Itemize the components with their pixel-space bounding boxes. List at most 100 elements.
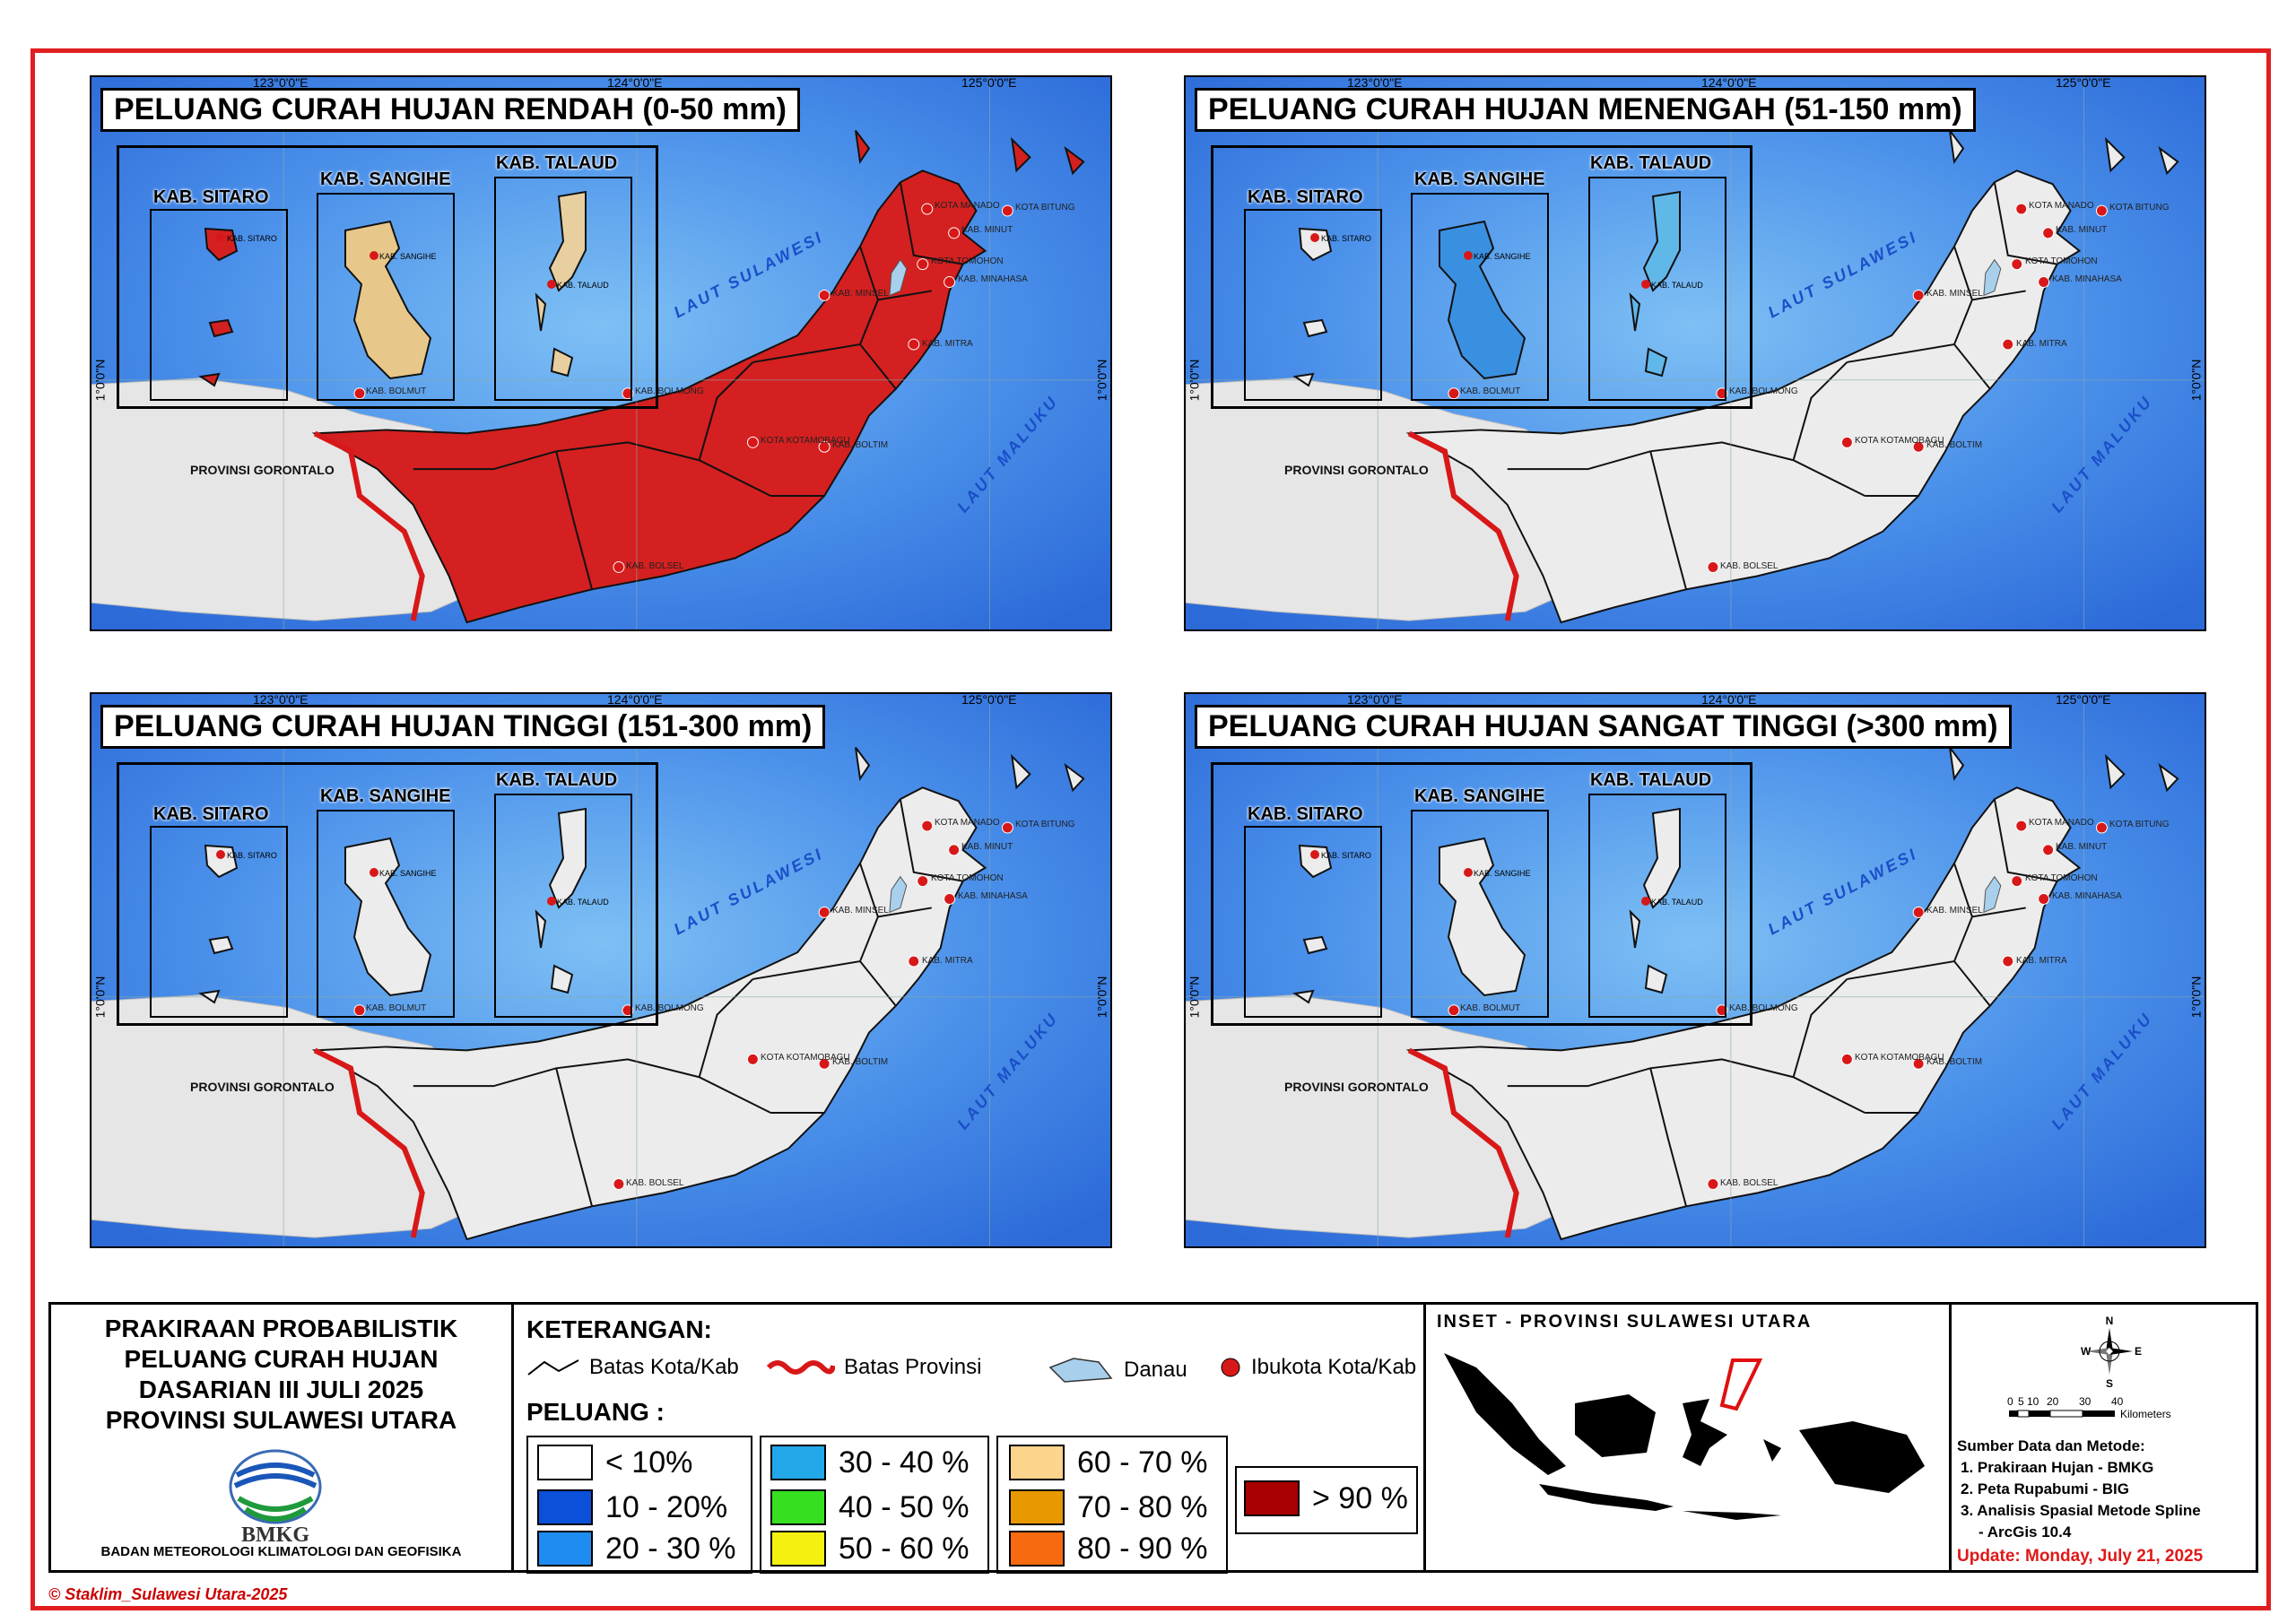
province-border xyxy=(313,430,425,621)
legend-class: 50 - 60 % xyxy=(770,1531,970,1567)
swatch-group xyxy=(996,1436,1228,1574)
source-item: 1. Prakiraan Hujan - BMKG xyxy=(1961,1459,2154,1476)
swatch-color xyxy=(770,1445,826,1480)
svg-text:Kilometers: Kilometers xyxy=(2120,1408,2171,1420)
svg-text:KAB. TALAUD: KAB. TALAUD xyxy=(557,898,609,907)
place-label: KAB. MINUT xyxy=(2056,225,2108,235)
north-sulawesi-land xyxy=(311,169,987,624)
place-label: KOTA BITUNG xyxy=(2109,203,2170,213)
swatch-label: < 10% xyxy=(605,1445,693,1480)
sangihe-title: KAB. SANGIHE xyxy=(320,786,451,806)
legend-item: Ibukota Kota/Kab xyxy=(1219,1355,1416,1380)
talaud-map: KAB. TALAUD xyxy=(1588,177,1726,401)
place-label: KAB. MINSEL xyxy=(1926,906,1983,916)
island xyxy=(855,747,871,782)
island xyxy=(2158,762,2179,793)
place-label: KOTA BITUNG xyxy=(1015,820,1075,829)
province-border xyxy=(1407,430,1519,621)
agency-name: BADAN METEOROLOGI KLIMATOLOGI DAN GEOFIS… xyxy=(100,1544,462,1559)
svg-text:30: 30 xyxy=(2079,1395,2092,1408)
lon-label: 123°0'0"E xyxy=(253,692,309,707)
sitaro-title: KAB. SITARO xyxy=(1248,804,1363,824)
place-label: KAB. BOLSEL xyxy=(626,1178,684,1188)
place-label: KAB. BOLSEL xyxy=(626,561,684,571)
place-label: KAB. BOLMUT xyxy=(366,1003,427,1013)
talaud-title: KAB. TALAUD xyxy=(1590,770,1712,790)
map-panel-3: PELUANG CURAH HUJAN TINGGI (151-300 mm) … xyxy=(90,692,1112,1248)
lon-label: 124°0'0"E xyxy=(607,692,663,707)
sitaro-map: KAB. SITARO xyxy=(150,826,288,1018)
sangihe-title: KAB. SANGIHE xyxy=(1414,169,1545,189)
sangihe-title: KAB. SANGIHE xyxy=(1414,786,1545,806)
place-label: KAB. MINAHASA xyxy=(2052,891,2122,901)
copyright: © Staklim_Sulawesi Utara-2025 xyxy=(48,1585,288,1603)
graticule xyxy=(91,694,1110,1246)
place-label: KAB. BOLSEL xyxy=(1720,561,1779,571)
place-label: KOTA KOTAMOBAGU xyxy=(1855,1053,1944,1063)
inset-map-title: INSET - PROVINSI SULAWESI UTARA xyxy=(1437,1312,1813,1332)
island xyxy=(2158,145,2179,176)
map-canvas xyxy=(1186,694,2205,1246)
panel-title: PELUANG CURAH HUJAN RENDAH (0-50 mm) xyxy=(100,88,800,132)
lon-label: 125°0'0"E xyxy=(961,75,1017,90)
place-label: KAB. MITRA xyxy=(2016,339,2067,349)
lat-label: 1°0'0"N xyxy=(1094,976,1109,1019)
lat-label: 1°0'0"N xyxy=(2188,359,2204,402)
legend-block: KETERANGAN: Batas Kota/Kab Batas Provins… xyxy=(514,1305,1426,1574)
talaud-map: KAB. TALAUD xyxy=(494,177,632,401)
capital-markers xyxy=(353,820,1013,1190)
swatch-color xyxy=(537,1445,593,1480)
graticule xyxy=(91,77,1110,629)
province-label: PROVINSI GORONTALO xyxy=(190,463,335,477)
svg-text:5: 5 xyxy=(2018,1395,2024,1408)
province-label: PROVINSI GORONTALO xyxy=(190,1080,335,1094)
swatch-color xyxy=(537,1531,593,1567)
place-label: KOTA KOTAMOBAGU xyxy=(761,1053,850,1063)
island xyxy=(2104,753,2126,790)
province-label: PROVINSI GORONTALO xyxy=(1284,1080,1429,1094)
lon-label: 124°0'0"E xyxy=(1701,692,1757,707)
info-block: N W E S 0 5 10 20 30 40 Kilometers Sumbe… xyxy=(1952,1305,2261,1570)
lon-label: 124°0'0"E xyxy=(607,75,663,90)
regency-boundaries xyxy=(413,182,963,590)
swatch-label: 10 - 20% xyxy=(605,1489,728,1524)
place-label: KOTA TOMOHON xyxy=(931,256,1004,266)
sangihe-map: KAB. SANGIHE xyxy=(317,810,455,1018)
map-canvas xyxy=(1186,77,2205,629)
place-label: KAB. BOLMUT xyxy=(1460,386,1521,396)
panel-title: PELUANG CURAH HUJAN MENENGAH (51-150 mm) xyxy=(1195,88,1976,132)
source-item: 2. Peta Rupabumi - BIG xyxy=(1961,1480,2129,1497)
legend-class: 70 - 80 % xyxy=(1009,1489,1208,1525)
capital-markers xyxy=(1448,203,2108,573)
talaud-title: KAB. TALAUD xyxy=(1590,153,1712,173)
map-panel-1: PELUANG CURAH HUJAN RENDAH (0-50 mm) 123… xyxy=(90,75,1112,631)
place-label: KAB. MITRA xyxy=(922,956,973,966)
island xyxy=(855,130,871,165)
place-label: KOTA TOMOHON xyxy=(931,873,1004,883)
place-label: KAB. BOLMONG xyxy=(1729,1003,1798,1013)
swatch-color xyxy=(537,1489,593,1525)
sitaro-map: KAB. SITARO xyxy=(150,209,288,401)
sangihe-map: KAB. SANGIHE xyxy=(1411,810,1549,1018)
svg-text:0: 0 xyxy=(2007,1395,2013,1408)
legend-heading: KETERANGAN: xyxy=(526,1315,712,1343)
lake-tondano xyxy=(889,258,908,297)
swatch-color xyxy=(1009,1531,1065,1567)
svg-text:KAB. SANGIHE: KAB. SANGIHE xyxy=(1474,869,1531,878)
svg-text:10: 10 xyxy=(2027,1395,2039,1408)
lon-label: 125°0'0"E xyxy=(2056,692,2111,707)
regency-boundaries xyxy=(1507,799,2057,1207)
lat-label: 1°0'0"N xyxy=(92,359,108,402)
map-panel-2: PELUANG CURAH HUJAN MENENGAH (51-150 mm)… xyxy=(1184,75,2206,631)
place-label: KAB. MINAHASA xyxy=(958,274,1028,284)
svg-text:E: E xyxy=(2135,1345,2142,1358)
lake-tondano xyxy=(1983,258,2002,297)
place-label: KAB. MINUT xyxy=(2056,842,2108,852)
svg-text:KAB. SITARO: KAB. SITARO xyxy=(1321,851,1371,860)
lon-label: 125°0'0"E xyxy=(961,692,1017,707)
place-label: KAB. BOLTIM xyxy=(1926,1057,1983,1067)
swatch-label: > 90 % xyxy=(1312,1480,1408,1515)
north-sulawesi-land xyxy=(311,786,987,1241)
map-canvas xyxy=(91,77,1110,629)
island xyxy=(1064,762,1085,793)
